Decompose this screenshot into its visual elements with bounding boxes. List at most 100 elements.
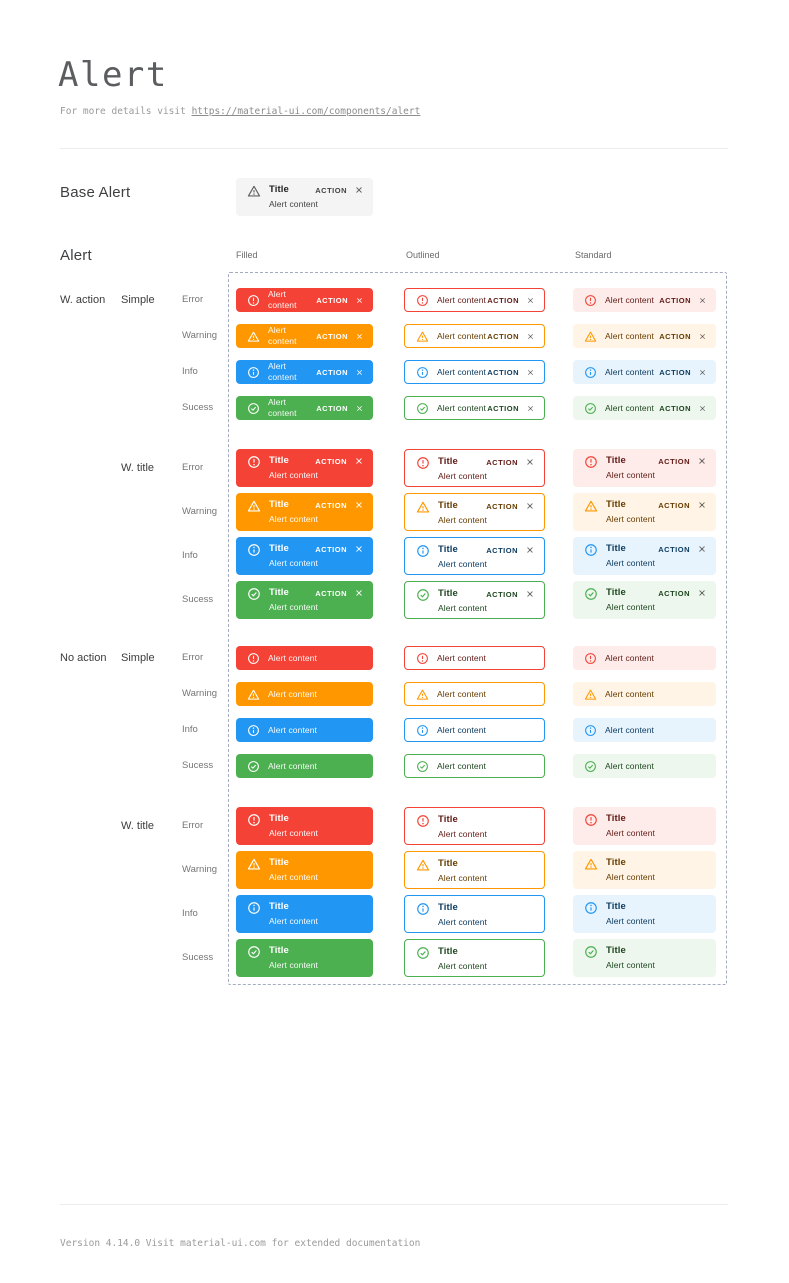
action-button[interactable]: ACTION bbox=[315, 185, 347, 195]
action-button[interactable]: ACTION bbox=[658, 588, 690, 598]
alert-title: Title bbox=[438, 544, 458, 555]
action-button[interactable]: ACTION bbox=[486, 545, 518, 555]
info-icon bbox=[584, 543, 598, 557]
error-icon bbox=[584, 813, 598, 827]
alert-body: Title Alert content bbox=[438, 858, 535, 884]
action-button[interactable]: ACTION bbox=[659, 367, 691, 377]
alert-outlined-error-titled-action: Title ACTION Alert content bbox=[404, 449, 545, 487]
close-icon[interactable] bbox=[355, 404, 364, 413]
alert-title: Title bbox=[438, 814, 458, 825]
action-button[interactable]: ACTION bbox=[487, 367, 519, 377]
action-button[interactable]: ACTION bbox=[659, 295, 691, 305]
close-icon[interactable] bbox=[354, 456, 364, 466]
alert-filled-warning: Alert content bbox=[236, 682, 373, 706]
close-icon[interactable] bbox=[354, 185, 364, 195]
close-icon[interactable] bbox=[526, 404, 535, 413]
action-button[interactable]: ACTION bbox=[486, 501, 518, 511]
page-title: Alert bbox=[58, 55, 168, 95]
alert-standard-info: Alert content bbox=[573, 718, 716, 742]
success-icon bbox=[584, 945, 598, 959]
alert-title: Title bbox=[438, 500, 458, 511]
column-header-filled: Filled bbox=[236, 250, 258, 260]
alert-body: Title Alert content bbox=[606, 813, 707, 839]
alert-title: Title bbox=[606, 499, 626, 510]
alert-standard-warning-titled: Title Alert content bbox=[573, 851, 716, 889]
action-button[interactable]: ACTION bbox=[658, 456, 690, 466]
error-icon bbox=[416, 652, 429, 665]
alert-filled-success-titled-action: Title ACTION Alert content bbox=[236, 581, 373, 619]
close-icon[interactable] bbox=[697, 500, 707, 510]
action-button[interactable]: ACTION bbox=[315, 500, 347, 510]
close-icon[interactable] bbox=[698, 332, 707, 341]
alert-body: Title ACTION Alert content bbox=[606, 587, 707, 613]
action-button[interactable]: ACTION bbox=[486, 457, 518, 467]
variant-label-w-title: W. title bbox=[121, 820, 155, 832]
close-icon[interactable] bbox=[354, 544, 364, 554]
alert-content: Alert content bbox=[437, 366, 487, 377]
close-icon[interactable] bbox=[697, 456, 707, 466]
info-icon bbox=[416, 366, 429, 379]
action-button[interactable]: ACTION bbox=[487, 295, 519, 305]
alert-content: Alert content bbox=[438, 559, 488, 569]
info-icon bbox=[416, 724, 429, 737]
action-button[interactable]: ACTION bbox=[658, 544, 690, 554]
action-button[interactable]: ACTION bbox=[487, 403, 519, 413]
alert-standard-warning-titled-action: Title ACTION Alert content bbox=[573, 493, 716, 531]
variant-label-simple: Simple bbox=[121, 294, 155, 306]
action-button[interactable]: ACTION bbox=[316, 331, 348, 341]
action-button[interactable]: ACTION bbox=[315, 588, 347, 598]
error-icon bbox=[416, 456, 430, 470]
alert-content: Alert content bbox=[438, 873, 488, 883]
action-button[interactable]: ACTION bbox=[315, 544, 347, 554]
close-icon[interactable] bbox=[355, 296, 364, 305]
action-button[interactable]: ACTION bbox=[316, 367, 348, 377]
action-button[interactable]: ACTION bbox=[315, 456, 347, 466]
close-icon[interactable] bbox=[698, 296, 707, 305]
action-button[interactable]: ACTION bbox=[316, 403, 348, 413]
close-icon[interactable] bbox=[525, 589, 535, 599]
action-button[interactable]: ACTION bbox=[659, 331, 691, 341]
close-icon[interactable] bbox=[355, 332, 364, 341]
severity-label-warning: Warning bbox=[182, 330, 218, 341]
alert-content: Alert content bbox=[438, 471, 488, 481]
close-icon[interactable] bbox=[697, 544, 707, 554]
close-icon[interactable] bbox=[697, 588, 707, 598]
alert-outlined-warning-titled: Title Alert content bbox=[404, 851, 545, 889]
action-button[interactable]: ACTION bbox=[659, 403, 691, 413]
close-icon[interactable] bbox=[354, 500, 364, 510]
action-button[interactable]: ACTION bbox=[658, 500, 690, 510]
warning-icon bbox=[584, 857, 598, 871]
alert-body: Title Alert content bbox=[438, 946, 535, 972]
close-icon[interactable] bbox=[526, 368, 535, 377]
alert-filled-success: Alert content bbox=[236, 754, 373, 778]
action-button[interactable]: ACTION bbox=[316, 295, 348, 305]
action-button[interactable]: ACTION bbox=[487, 331, 519, 341]
column-header-outlined: Outlined bbox=[406, 250, 440, 260]
warning-icon bbox=[416, 858, 430, 872]
close-icon[interactable] bbox=[525, 545, 535, 555]
close-icon[interactable] bbox=[526, 296, 535, 305]
info-icon bbox=[584, 366, 597, 379]
severity-label-warning: Warning bbox=[182, 506, 218, 517]
alert-content: Alert content bbox=[438, 961, 488, 971]
alert-title: Title bbox=[606, 857, 626, 868]
alert-content: Alert content bbox=[606, 602, 656, 612]
alert-standard-success: Alert content bbox=[573, 754, 716, 778]
alert-content: Alert content bbox=[437, 330, 487, 341]
close-icon[interactable] bbox=[525, 501, 535, 511]
close-icon[interactable] bbox=[698, 368, 707, 377]
action-button[interactable]: ACTION bbox=[486, 589, 518, 599]
close-icon[interactable] bbox=[525, 457, 535, 467]
alert-content: Alert content bbox=[437, 294, 487, 305]
close-icon[interactable] bbox=[526, 332, 535, 341]
alert-filled-error-titled: Title Alert content bbox=[236, 807, 373, 845]
docs-link[interactable]: https://material-ui.com/components/alert bbox=[191, 106, 421, 117]
alert-matrix-frame bbox=[228, 272, 727, 985]
column-header-standard: Standard bbox=[575, 250, 612, 260]
alert-content: Alert content bbox=[606, 514, 656, 524]
alert-content: Alert content bbox=[606, 872, 656, 882]
close-icon[interactable] bbox=[355, 368, 364, 377]
close-icon[interactable] bbox=[698, 404, 707, 413]
alert-body: Title Alert content bbox=[269, 813, 364, 839]
close-icon[interactable] bbox=[354, 588, 364, 598]
